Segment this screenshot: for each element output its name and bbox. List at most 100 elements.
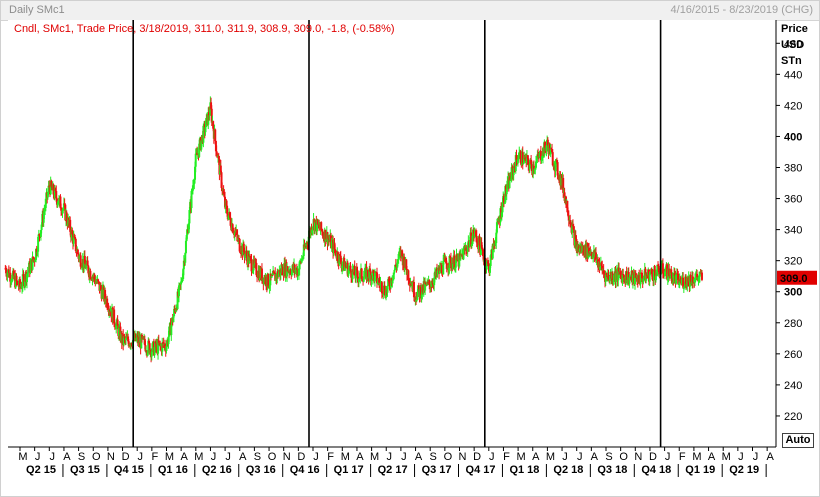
y-tick-label: 400 [784,131,802,143]
month-label: M [18,451,27,463]
candle-body [113,323,116,327]
candle-body [55,198,58,205]
candle-body [521,152,524,164]
month-label: A [532,451,540,463]
candle-body [349,265,352,272]
candle-body [146,352,149,354]
auto-scale-button[interactable]: Auto [782,433,814,448]
candle-body [251,270,254,273]
candle-body [516,159,519,164]
candle-body [220,172,223,188]
candle-body [398,252,401,254]
candle-body [664,269,667,272]
candle-body [343,265,346,271]
candle-body [482,256,485,262]
candle-body [44,207,47,211]
candle-body [502,195,505,204]
candle-body [227,215,230,220]
candle-body [327,238,330,240]
candle-body [360,268,363,279]
candle-body [669,269,672,279]
candle-body [700,272,703,280]
candle-body [537,154,540,157]
axis-header-price: Price [781,23,808,35]
candle-body [182,269,185,280]
month-label: F [503,451,510,463]
candle-body [161,342,164,352]
candle-body [162,342,165,346]
candle-body [433,277,436,286]
last-price-marker [777,270,817,285]
candle-body [574,235,577,240]
quarter-label: Q3 18 [597,464,627,476]
candle-body [43,210,46,214]
candle-body [478,236,481,246]
candle-body [216,153,219,158]
axis-header-unit: STn [781,55,802,67]
candle-body [93,274,96,280]
candle-body [200,140,203,150]
candle-body [697,277,700,281]
candle-body [578,244,581,252]
candle-body [324,229,327,242]
candle-body [680,279,683,284]
month-label: M [722,451,731,463]
month-label: J [577,451,583,463]
candle-body [86,260,89,266]
candle-body [613,278,616,281]
candle-body [334,250,337,256]
candle-body [554,161,557,172]
candle-body [338,254,341,265]
candle-body [458,253,461,267]
candle-body [572,226,575,230]
candle-body [64,204,67,221]
candle-body [290,269,293,276]
candle-body [392,272,395,280]
candle-body [237,238,240,240]
candle-body [668,268,671,277]
candle-body [536,154,539,160]
candle-body [202,125,205,143]
candle-body [208,114,211,117]
candle-body [97,279,100,282]
candle-body [104,289,107,299]
candle-body [127,336,130,342]
candle-body [355,268,358,271]
plot-area [8,20,776,447]
candle-body [305,242,308,247]
candle-body [509,179,512,181]
candle-body [403,267,406,271]
candle-body [339,254,342,256]
candle-body [504,186,507,203]
candle-body [684,276,687,285]
candle-body [486,261,489,267]
candle-body [397,253,400,261]
candle-body [376,272,379,284]
month-label: D [473,451,481,463]
candle-body [97,281,100,283]
candle-body [215,151,218,154]
candle-body [270,274,273,278]
candle-body [470,232,473,247]
candle-body [343,257,346,271]
y-tick-label: 340 [784,225,802,237]
candle-body [514,155,517,172]
quarter-label: Q1 16 [158,464,188,476]
month-label: A [415,451,423,463]
candle-body [326,232,329,245]
candle-body [575,239,578,251]
month-label: M [194,451,203,463]
candle-body [629,277,632,279]
candle-body [366,269,369,277]
candle-body [253,262,256,265]
candle-body [298,261,301,270]
candle-body [363,274,366,277]
candle-body [37,236,40,252]
candle-body [286,266,289,272]
candle-body [153,347,156,356]
candle-body [682,277,685,288]
candle-body [611,273,614,282]
candle-body [99,285,102,290]
month-label: A [591,451,599,463]
